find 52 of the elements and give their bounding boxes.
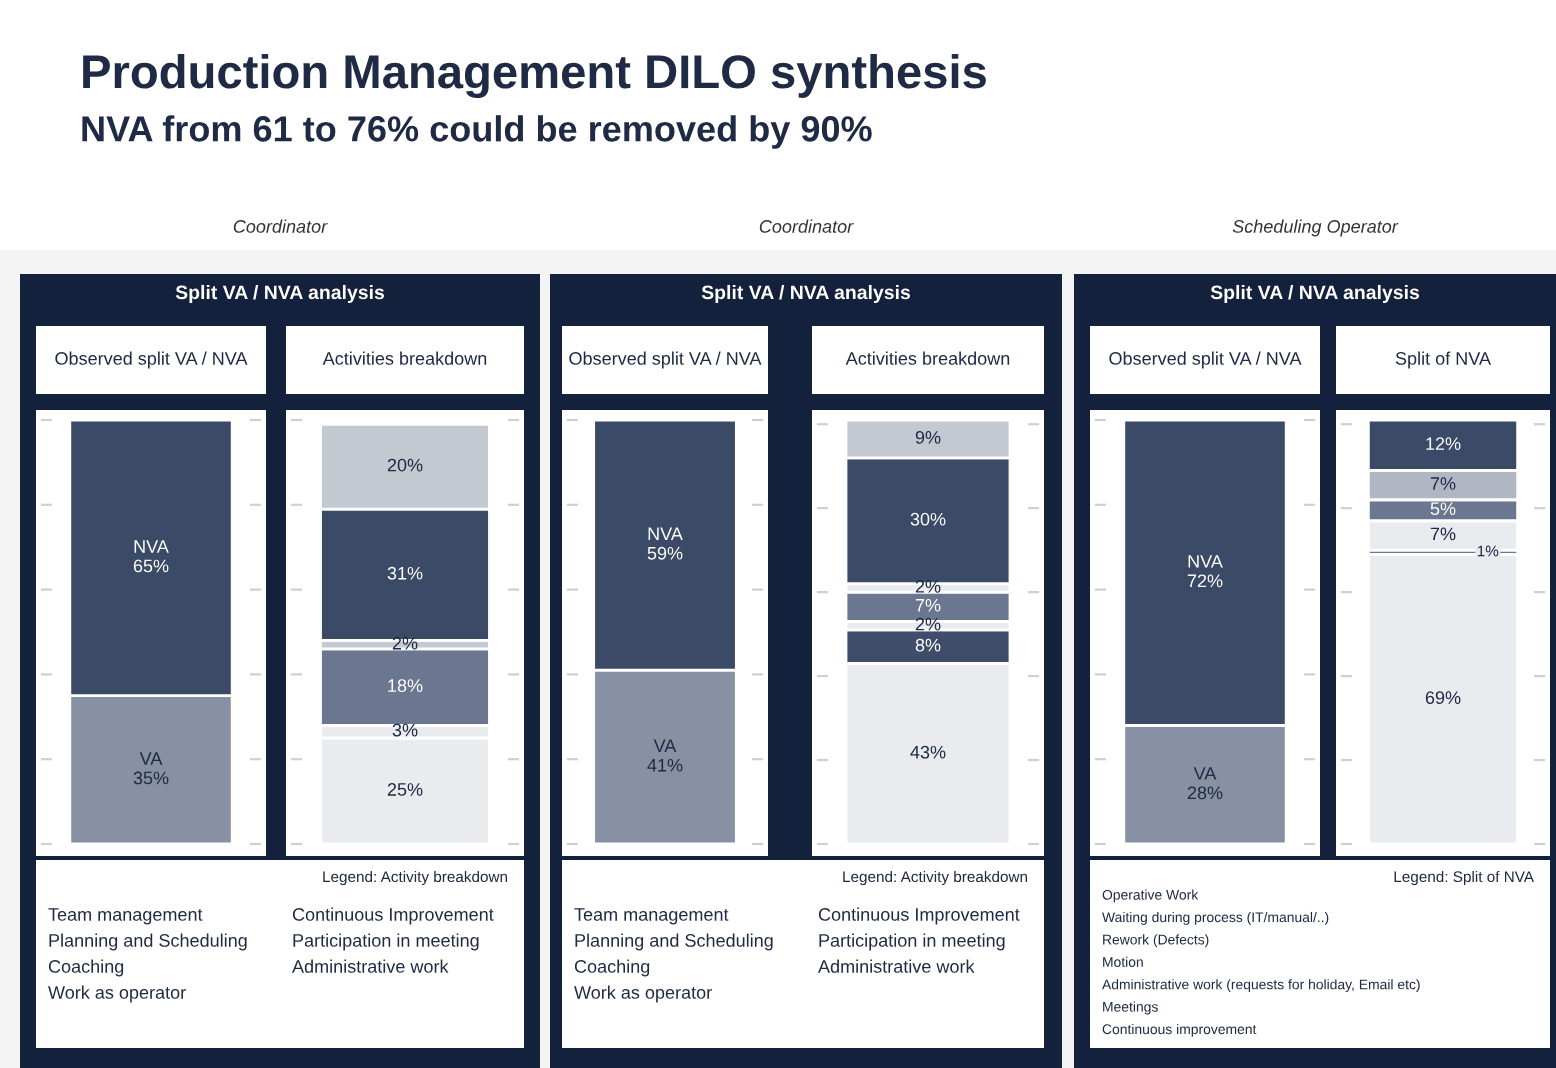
data-label: 18% [388,679,423,692]
chart-title: Observed split VA / NVA [55,351,248,369]
text: Administrative work [818,959,975,973]
data-label: 7% [1430,477,1456,490]
data-label: 30% [910,512,946,526]
text: Continuous Improvement [292,907,494,925]
text: Coaching [48,959,124,977]
data-label: 25% [387,783,423,796]
data-label: NVA 72% [1187,555,1223,588]
chart-title: Activities breakdown [845,351,1010,365]
text: Coaching [574,959,650,977]
text: Continuous Improvement [818,907,1020,925]
text: Split VA / NVA analysis [1210,284,1420,304]
text: Team management [48,908,203,925]
data-label: 43% [910,745,946,759]
text: Production Management DILO synthesis [83,53,986,99]
data-label: VA 35% [133,752,169,785]
data-label: 7% [915,598,941,612]
data-label: 9% [915,430,941,444]
chart-title: Activities breakdown [322,351,487,365]
chart-title: Observed split VA / NVA [1109,351,1302,369]
text: NVA from 61 to 76% could be removed by 90% [82,115,872,149]
data-label: 2% [392,636,418,650]
text: Scheduling Operator [1232,219,1399,237]
data-label: 3% [392,723,418,737]
text: Participation in meeting [293,933,479,951]
data-label: 8% [915,638,941,652]
text: Planning and Scheduling [575,933,773,951]
data-label: VA 41% [647,739,683,772]
text: Split VA / NVA analysis [175,284,385,304]
text: Participation in meeting [819,933,1005,951]
data-label: VA 28% [1187,767,1223,800]
data-label: 2% [915,617,941,631]
data-label: 31% [387,566,423,580]
data-label: NVA 59% [647,527,683,560]
data-label: NVA 65% [133,540,169,573]
text: Coordinator [233,219,328,233]
text: Administrative work [292,959,449,973]
text: Team management [574,908,729,925]
data-label: 69% [1425,691,1461,705]
chart-title: Split of NVA [1395,351,1491,369]
text: Planning and Scheduling [49,933,247,951]
data-label: 2% [915,579,941,593]
data-label: 20% [387,458,423,472]
data-label: 12% [1426,437,1461,450]
data-label: 7% [1430,527,1456,541]
text: Work as operator [48,985,186,1003]
data-label: 5% [1430,502,1456,516]
chart-title: Observed split VA / NVA [569,351,762,369]
text: Work as operator [574,985,712,1003]
text: Split VA / NVA analysis [701,284,911,304]
text: Coordinator [759,219,854,233]
